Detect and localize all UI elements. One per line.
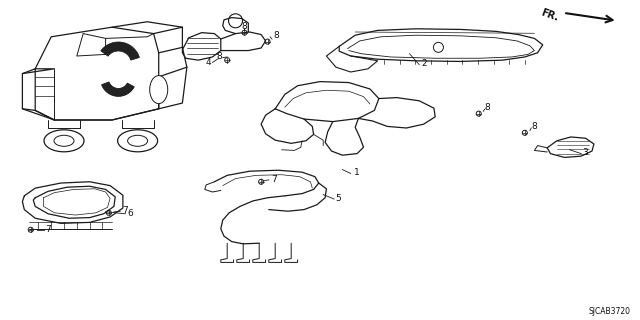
Text: 4: 4 <box>206 58 211 67</box>
Text: 8: 8 <box>242 22 247 31</box>
Text: 8: 8 <box>274 31 279 40</box>
Ellipse shape <box>44 130 84 152</box>
Text: 2: 2 <box>421 59 426 68</box>
Text: 1: 1 <box>355 168 360 177</box>
Text: 8: 8 <box>532 122 537 131</box>
Text: 3: 3 <box>583 148 588 157</box>
Ellipse shape <box>54 135 74 146</box>
Ellipse shape <box>118 130 157 152</box>
Text: SJCAB3720: SJCAB3720 <box>588 308 630 316</box>
Text: FR.: FR. <box>540 8 560 23</box>
Text: 7: 7 <box>45 225 51 234</box>
Polygon shape <box>102 82 134 96</box>
Ellipse shape <box>127 135 148 146</box>
Ellipse shape <box>150 76 168 104</box>
Text: 7: 7 <box>122 206 127 215</box>
Text: 5: 5 <box>335 194 340 203</box>
Text: 7: 7 <box>271 175 276 184</box>
Polygon shape <box>100 42 140 60</box>
Text: 6: 6 <box>127 209 132 218</box>
Text: 8: 8 <box>216 52 221 60</box>
Text: 8: 8 <box>485 103 490 112</box>
